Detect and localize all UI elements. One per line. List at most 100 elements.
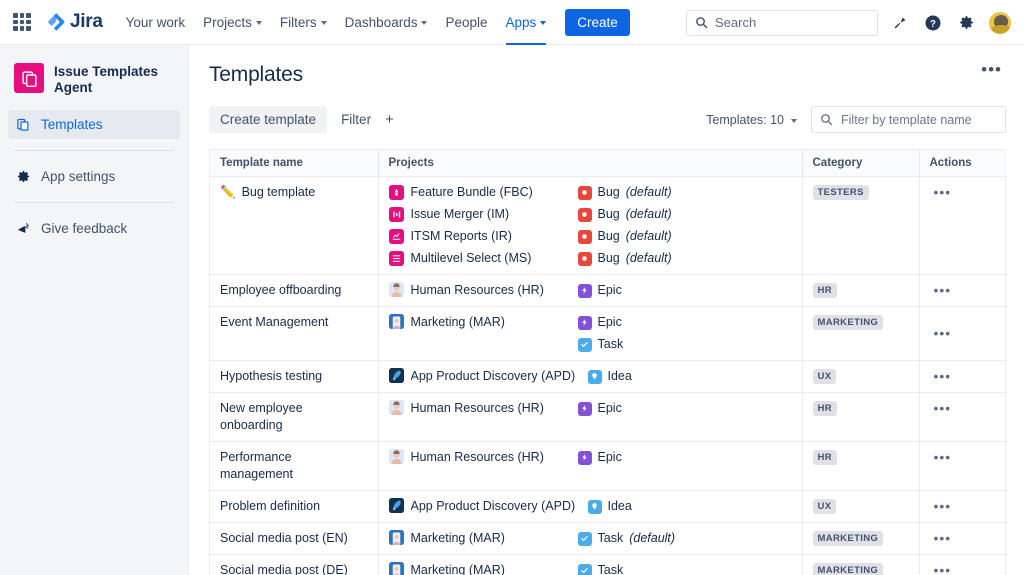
row-more-horizontal-icon[interactable]: ••• [933, 282, 952, 298]
multilevel-select-icon [388, 251, 404, 266]
top-nav-right-cluster: Search ? [686, 0, 1012, 45]
project-name: Issue Merger (IM) [410, 207, 510, 221]
nav-people[interactable]: People [436, 0, 496, 45]
nav-filters[interactable]: Filters [271, 0, 336, 45]
issue-type-group: Epic [577, 449, 622, 466]
table-row[interactable]: Hypothesis testing App Product Discovery… [210, 360, 1007, 393]
templates-count-dropdown[interactable]: Templates: 10 [706, 113, 797, 127]
grid-apps-icon[interactable] [10, 10, 34, 34]
issue-type-label: Bug [597, 229, 620, 243]
project-name: Multilevel Select (MS) [410, 251, 532, 265]
issue-type-label: Epic [597, 315, 622, 329]
row-more-horizontal-icon[interactable]: ••• [933, 498, 952, 514]
category-badge: HR [812, 401, 837, 416]
row-more-horizontal-icon[interactable]: ••• [933, 530, 952, 546]
more-horizontal-icon[interactable]: ••• [981, 60, 1002, 79]
cell-actions: ••• [919, 176, 1007, 275]
cell-projects: Marketing (MAR) Epic Task [378, 306, 803, 361]
row-more-horizontal-icon[interactable]: ••• [933, 400, 952, 416]
notifications-icon[interactable] [889, 12, 911, 34]
project-row: Feature Bundle (FBC) Bug (default) [388, 184, 792, 201]
main-content: Templates ••• Create template Filter + T… [189, 45, 1024, 575]
user-avatar[interactable] [988, 10, 1012, 35]
task-icon [577, 563, 592, 575]
sidebar-item-app-settings[interactable]: App settings [8, 162, 180, 191]
column-header-template-name: Template name [210, 150, 379, 177]
table-row[interactable]: Employee offboarding Human Resources (HR… [210, 274, 1007, 307]
table-row[interactable]: Performance management Human Resources (… [210, 441, 1007, 491]
nav-your-work[interactable]: Your work [117, 0, 195, 45]
table-row[interactable]: Social media post (EN) Marketing (MAR) T… [210, 522, 1007, 555]
cell-projects: App Product Discovery (APD) Idea [378, 490, 803, 523]
help-icon[interactable]: ? [922, 12, 944, 34]
template-name-text: Hypothesis testing [220, 369, 323, 383]
column-header-actions: Actions [919, 150, 1007, 177]
nav-dashboards[interactable]: Dashboards [336, 0, 437, 45]
table-row[interactable]: New employee onboarding Human Resources … [210, 392, 1007, 442]
templates-table: Template name Projects Category Actions … [210, 150, 1007, 575]
idea-icon [587, 499, 602, 514]
project-row: ITSM Reports (IR) Bug (default) [388, 228, 792, 245]
issue-type-group: Epic [577, 282, 622, 299]
sidebar-item-give-feedback[interactable]: Give feedback [8, 214, 180, 243]
project-row: Marketing (MAR) Task (default) [388, 530, 792, 547]
filter-by-template-name-input[interactable]: Filter by template name [811, 106, 1006, 133]
row-more-horizontal-icon[interactable]: ••• [933, 368, 952, 384]
cell-actions: ••• [919, 554, 1007, 575]
category-badge: TESTERS [812, 185, 869, 200]
chevron-down-icon [791, 118, 797, 123]
cell-template-name: Event Management [210, 306, 379, 361]
table-row[interactable]: Event Management Marketing (MAR) Epic Tas… [210, 306, 1007, 361]
itsm-reports-icon [388, 229, 404, 244]
row-more-horizontal-icon[interactable]: ••• [933, 449, 952, 465]
create-template-button[interactable]: Create template [209, 106, 328, 133]
template-name-text: Bug template [241, 185, 316, 199]
filter-button[interactable]: Filter [333, 106, 379, 133]
primary-nav-items: Your work Projects Filters Dashboards Pe… [117, 0, 630, 45]
issue-type-line: Task [577, 336, 623, 353]
top-navigation-bar: Jira Your work Projects Filters Dashboar… [0, 0, 1024, 45]
jira-wordmark: Jira [70, 11, 103, 32]
template-name-text: Social media post (DE) [220, 563, 348, 575]
cell-category: HR [802, 441, 920, 491]
issue-type-label: Idea [607, 369, 632, 383]
cell-actions: ••• [919, 392, 1007, 442]
idea-icon [587, 369, 602, 384]
cell-projects: Human Resources (HR) Epic [378, 392, 803, 442]
issue-type-line: Epic [577, 282, 622, 299]
table-row[interactable]: ✏️ Bug template Feature Bundle (FBC) Bug … [210, 176, 1007, 275]
cell-template-name: ✏️ Bug template [210, 176, 379, 275]
project-name: Human Resources (HR) [410, 283, 544, 297]
global-search-input[interactable]: Search [686, 9, 878, 36]
issue-type-label: Task [597, 563, 624, 575]
project-row: Marketing (MAR) Epic Task [388, 314, 792, 353]
table-row[interactable]: Problem definition App Product Discovery… [210, 490, 1007, 523]
table-row[interactable]: Social media post (DE) Marketing (MAR) T… [210, 554, 1007, 575]
cell-category: UX [802, 490, 920, 523]
settings-gear-icon[interactable] [955, 12, 977, 34]
search-icon [821, 114, 833, 126]
sidebar-item-label: App settings [41, 169, 116, 184]
cell-template-name: New employee onboarding [210, 392, 379, 442]
cell-template-name: Problem definition [210, 490, 379, 523]
project-row: Issue Merger (IM) Bug (default) [388, 206, 792, 223]
nav-projects[interactable]: Projects [194, 0, 271, 45]
row-more-horizontal-icon[interactable]: ••• [933, 325, 952, 341]
default-marker: (default) [625, 185, 672, 199]
issue-type-line: Bug (default) [577, 228, 672, 245]
human-resources-avatar [388, 449, 404, 464]
cell-actions: ••• [919, 306, 1007, 361]
jira-logo[interactable]: Jira [46, 11, 103, 33]
row-more-horizontal-icon[interactable]: ••• [933, 562, 952, 575]
add-filter-button[interactable]: + [379, 107, 400, 132]
row-more-horizontal-icon[interactable]: ••• [933, 184, 952, 200]
issue-templates-logo-icon [14, 63, 44, 93]
cell-template-name: Employee offboarding [210, 274, 379, 307]
bug-icon [577, 207, 592, 222]
nav-apps[interactable]: Apps [497, 0, 556, 45]
project-row: Human Resources (HR) Epic [388, 400, 792, 417]
issue-type-line: Task (default) [577, 530, 675, 547]
create-button[interactable]: Create [565, 8, 630, 36]
sidebar-item-templates[interactable]: Templates [8, 110, 180, 139]
issue-type-label: Bug [597, 185, 620, 199]
